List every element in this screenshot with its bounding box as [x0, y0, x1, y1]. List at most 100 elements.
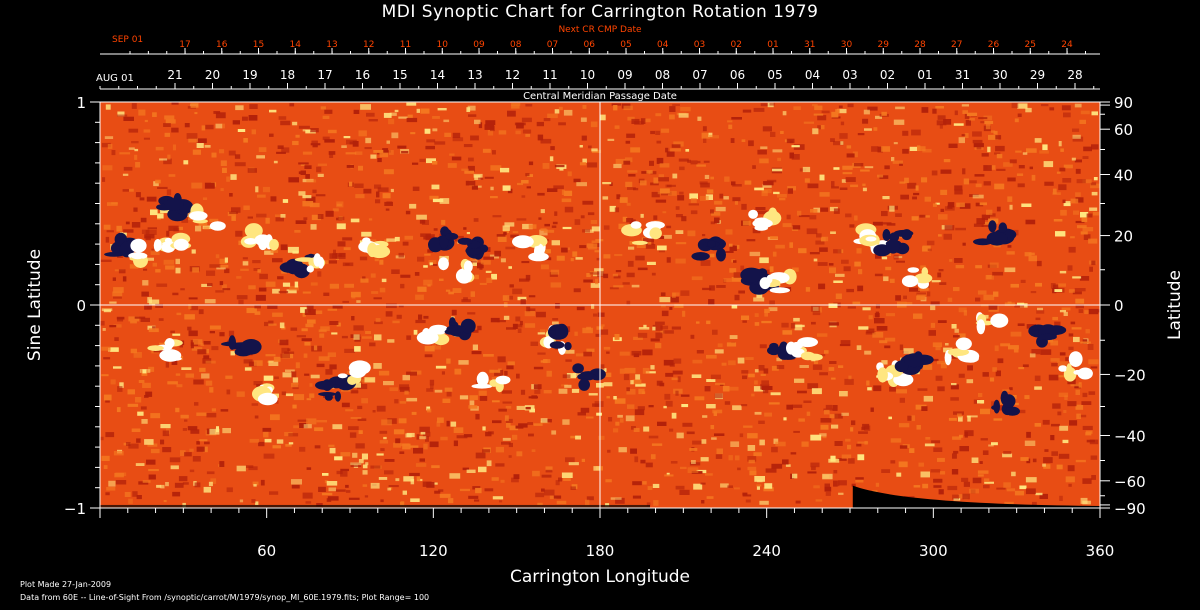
next-cr-date-label: 28: [914, 40, 926, 50]
cmp-date-label: 02: [880, 68, 895, 82]
cmp-date-label: 06: [730, 68, 745, 82]
next-cr-date-label: 02: [731, 40, 742, 50]
next-cr-date-label: 14: [290, 40, 302, 50]
next-cr-date-label: 01: [767, 40, 778, 50]
no-data-region: [852, 485, 1100, 508]
cmp-date-label: 29: [1030, 68, 1045, 82]
y-left-tick-label: 0: [76, 297, 86, 315]
cmp-date-label: 11: [542, 68, 557, 82]
positive-polarity-region: [975, 312, 1009, 335]
next-cr-date-label: 16: [216, 40, 228, 50]
next-cr-date-label: 04: [657, 40, 669, 50]
cmp-date-label: 05: [767, 68, 782, 82]
polar-strip: [100, 504, 650, 508]
next-cr-date-label: 24: [1061, 40, 1073, 50]
cmp-date-label: 08: [655, 68, 670, 82]
cmp-date-label: 17: [317, 68, 332, 82]
y-right-tick-label: −40: [1114, 427, 1146, 445]
next-cr-date-label: 15: [253, 40, 264, 50]
y-right-tick-label: −20: [1114, 366, 1146, 384]
next-cr-date-label: 29: [878, 40, 890, 50]
next-cr-date-label: 07: [547, 40, 558, 50]
positive-polarity-region: [786, 337, 823, 361]
chart-title: MDI Synoptic Chart for Carrington Rotati…: [381, 2, 819, 22]
negative-polarity-region: [873, 229, 914, 257]
positive-polarity-region: [1058, 351, 1093, 382]
cmp-date-label: 04: [805, 68, 820, 82]
positive-polarity-region: [416, 324, 450, 346]
positive-polarity-region: [512, 235, 549, 262]
negative-polarity-region: [894, 351, 934, 375]
positive-polarity-region: [128, 238, 148, 268]
next-cr-date-label: 03: [694, 40, 705, 50]
cmp-date-label: 28: [1067, 68, 1082, 82]
y-left-tick-label: −1: [64, 500, 86, 518]
positive-polarity-region: [358, 237, 391, 259]
x-tick-label: 180: [586, 542, 615, 560]
y-axis-left-title: Sine Latitude: [25, 249, 45, 361]
next-cr-axis-title: Next CR CMP Date: [558, 25, 642, 35]
positive-polarity-region: [759, 268, 797, 294]
negative-polarity-region: [156, 193, 194, 222]
negative-polarity-region: [991, 390, 1020, 416]
data-source-note: Data from 60E -- Line-of-Sight From /syn…: [20, 593, 430, 602]
cmp-axis-title: Central Meridian Passage Date: [523, 91, 677, 102]
cmp-date-label: 30: [992, 68, 1007, 82]
plot-frame: [99, 101, 1101, 509]
positive-polarity-region: [901, 267, 933, 289]
negative-polarity-region: [691, 236, 727, 262]
cmp-date-label: 16: [355, 68, 370, 82]
x-tick-label: 300: [919, 542, 948, 560]
x-tick-label: 240: [752, 542, 781, 560]
y-right-tick-label: −90: [1114, 500, 1146, 518]
negative-polarity-region: [279, 253, 319, 279]
cmp-date-label: 20: [205, 68, 220, 82]
negative-polarity-region: [428, 226, 459, 253]
cmp-date-label: 19: [242, 68, 257, 82]
map-texture: [100, 102, 1100, 508]
plot-made-note: Plot Made 27-Jan-2009: [20, 580, 112, 589]
cmp-date-label: 13: [467, 68, 482, 82]
cmp-date-label: 15: [392, 68, 407, 82]
cmp-date-label: 14: [430, 68, 445, 82]
next-cr-date-label: 17: [179, 40, 190, 50]
y-left-tick-label: 1: [76, 94, 86, 112]
y-right-tick-label: 40: [1114, 167, 1133, 185]
next-cr-date-label: 10: [437, 40, 449, 50]
next-cr-date-label: 13: [326, 40, 337, 50]
cmp-month-label: AUG 01: [96, 73, 134, 84]
x-tick-label: 60: [257, 542, 276, 560]
cmp-date-label: 12: [505, 68, 520, 82]
y-axis-right-title: Latitude: [1165, 270, 1185, 340]
next-cr-date-label: 26: [988, 40, 1000, 50]
cmp-date-label: 03: [842, 68, 857, 82]
positive-polarity-region: [621, 221, 665, 245]
negative-polarity-region: [973, 220, 1017, 246]
next-cr-date-label: 27: [951, 40, 962, 50]
y-right-tick-label: 60: [1114, 121, 1133, 139]
positive-polarity-region: [337, 360, 371, 385]
cmp-date-label: 09: [617, 68, 632, 82]
negative-polarity-region: [221, 335, 262, 357]
cmp-date-label: 10: [580, 68, 595, 82]
y-right-tick-label: 90: [1114, 94, 1133, 112]
positive-polarity-region: [748, 207, 782, 231]
negative-polarity-region: [572, 363, 606, 391]
next-cr-date-label: 25: [1025, 40, 1036, 50]
positive-polarity-region: [188, 203, 226, 231]
positive-polarity-region: [147, 338, 183, 362]
positive-polarity-region: [944, 337, 980, 366]
cmp-date-label: 31: [955, 68, 970, 82]
cmp-date-label: 18: [280, 68, 295, 82]
x-tick-label: 360: [1086, 542, 1115, 560]
positive-polarity-region: [240, 223, 279, 251]
y-right-tick-label: 0: [1114, 297, 1124, 315]
positive-polarity-region: [251, 383, 278, 406]
negative-polarity-region: [1028, 324, 1067, 348]
next-cr-date-label: 09: [473, 40, 485, 50]
next-cr-date-label: 31: [804, 40, 815, 50]
cmp-date-label: 21: [167, 68, 182, 82]
cmp-date-label: 01: [917, 68, 932, 82]
negative-polarity-region: [547, 323, 572, 351]
